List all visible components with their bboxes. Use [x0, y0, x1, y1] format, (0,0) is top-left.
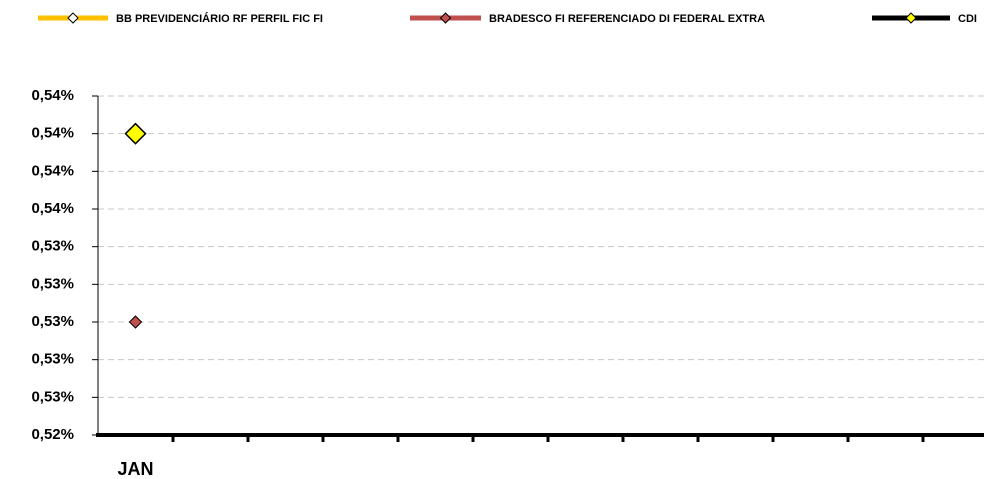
y-tick-label: 0,52%: [31, 426, 74, 443]
x-tick-label: JAN: [117, 459, 153, 479]
y-tick-label: 0,53%: [31, 351, 74, 368]
legend-label: CDI: [958, 13, 977, 25]
y-tick-label: 0,53%: [31, 388, 74, 405]
legend-marker: [67, 12, 79, 24]
legend-label: BB PREVIDENCIÁRIO RF PERFIL FIC FI: [116, 12, 323, 25]
y-tick-label: 0,53%: [31, 313, 74, 330]
y-tick-label: 0,53%: [31, 238, 74, 255]
data-point: [124, 122, 147, 145]
y-tick-label: 0,53%: [31, 275, 74, 292]
y-tick-label: 0,54%: [31, 87, 74, 104]
y-tick-label: 0,54%: [31, 200, 74, 217]
y-tick-label: 0,54%: [31, 125, 74, 142]
y-tick-label: 0,54%: [31, 162, 74, 179]
legend-marker: [439, 12, 452, 24]
data-point: [128, 315, 143, 329]
legend-marker: [905, 12, 917, 24]
legend-label: BRADESCO FI REFERENCIADO DI FEDERAL EXTR…: [489, 13, 765, 25]
